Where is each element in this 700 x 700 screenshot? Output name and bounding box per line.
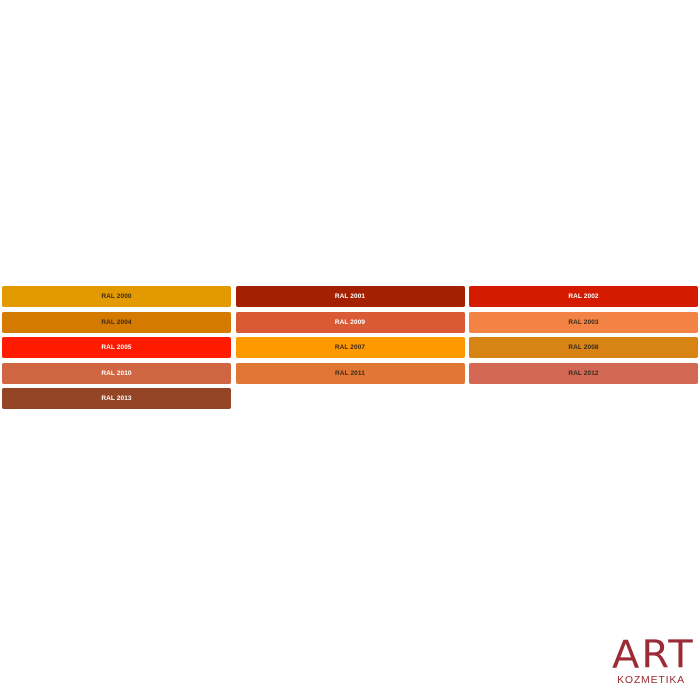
- color-swatch[interactable]: RAL 2000: [2, 286, 231, 307]
- swatch-label: RAL 2013: [101, 395, 132, 402]
- color-swatch[interactable]: RAL 2010: [2, 362, 231, 384]
- swatch-label: RAL 2011: [335, 369, 365, 377]
- color-swatch[interactable]: RAL 2001: [235, 286, 465, 307]
- color-swatch[interactable]: RAL 2005: [2, 337, 231, 358]
- swatch-label: RAL 2012: [568, 369, 599, 377]
- swatch-label: RAL 2002: [568, 293, 599, 300]
- art-kozmetika-logo: ART KOZMETIKA: [612, 633, 695, 686]
- ral-color-grid: RAL 2000 RAL 2001 RAL 2002 RAL 2004 RAL 2009…: [2, 286, 698, 409]
- swatch-label: RAL 2007: [334, 344, 366, 351]
- color-swatch[interactable]: RAL 2002: [469, 286, 698, 307]
- swatch-label: RAL 2003: [568, 318, 599, 326]
- color-swatch[interactable]: RAL 2004: [2, 311, 231, 333]
- color-swatch[interactable]: RAL 2009: [235, 311, 465, 333]
- swatch-label: RAL 2010: [101, 369, 132, 377]
- swatch-label: RAL 2001: [334, 293, 366, 300]
- color-swatch[interactable]: RAL 2012: [469, 362, 698, 384]
- color-swatch[interactable]: RAL 2008: [469, 337, 698, 358]
- swatch-label: RAL 2005: [101, 344, 132, 351]
- swatch-label: RAL 2004: [101, 318, 132, 326]
- color-swatch[interactable]: RAL 2011: [235, 362, 465, 384]
- swatch-label: RAL 2000: [101, 293, 132, 300]
- color-swatch[interactable]: RAL 2013: [2, 388, 231, 409]
- logo-main-text: ART: [612, 633, 695, 677]
- color-swatch[interactable]: RAL 2007: [235, 337, 465, 358]
- swatch-label: RAL 2008: [568, 344, 599, 351]
- logo-sub-text: KOZMETIKA: [617, 674, 685, 686]
- swatch-label: RAL 2009: [334, 318, 366, 326]
- color-swatch[interactable]: RAL 2003: [469, 311, 698, 333]
